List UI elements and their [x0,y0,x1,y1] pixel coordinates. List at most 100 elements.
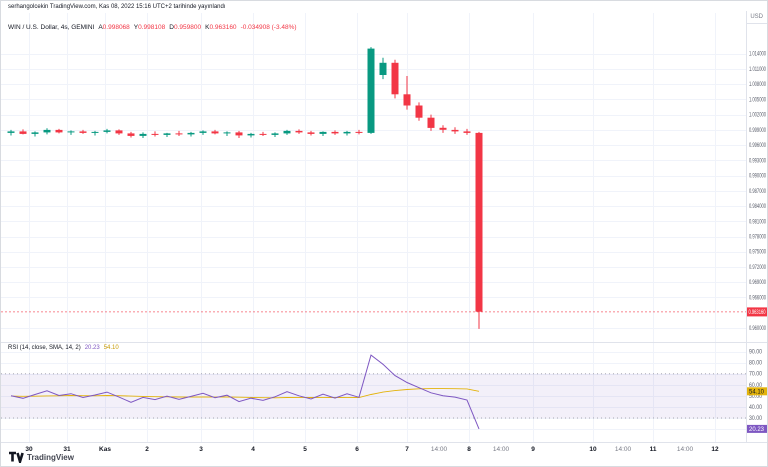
candle-body [283,130,291,134]
candle-body [223,132,231,134]
time-axis-label: 14:00 [677,446,694,453]
candle-body [367,48,375,133]
candle-body [295,130,303,133]
candle-body [175,133,183,135]
candle-body [415,105,423,118]
ohlc-close: K0.963160 [205,24,236,31]
price-axis-label: 0.972000 [749,265,766,271]
price-axis-label: 1.002000 [749,113,766,119]
candle-body [139,133,147,136]
candle-body [391,62,399,95]
price-axis-label: 0.975000 [749,250,766,256]
time-axis-label: 9 [531,446,535,453]
rsi-tag-text: 54.10 [749,389,765,395]
low-label: D [169,24,174,31]
symbol-title[interactable]: WIN / U.S. Dollar, 4s, GEMINI [8,24,95,31]
candle-body [403,94,411,106]
symbol-header: WIN / U.S. Dollar, 4s, GEMINI A0.998068 … [8,24,297,31]
price-axis-label: 0.996000 [749,143,766,149]
candle-body [79,131,87,133]
time-axis-label: 5 [303,446,307,453]
rsi-axis-label: 80.00 [749,361,763,367]
candle-body [211,131,219,134]
close-label: K [205,24,210,31]
price-axis-label: 0.999000 [749,128,766,134]
price-axis-label: 0.960000 [749,326,766,332]
price-axis-label: 0.966000 [749,296,766,302]
rsi-indicator-title[interactable]: RSI (14, close, SMA, 14, 2) [8,345,81,351]
low-value: 0.959800 [173,24,202,31]
rsi-value-tag: 20.23 [747,424,767,433]
time-axis-label: 12 [711,446,719,453]
time-axis-label: 10 [589,446,597,453]
rsi-ma-value: 54.10 [103,345,119,351]
time-axis-label: 6 [355,446,359,453]
price-axis[interactable]: 1.014000 1.011000 1.008000 1.005000 1.002000… [749,52,766,332]
ohlc-high: Y0.998108 [134,24,165,31]
candle-body [463,131,471,133]
candle-body [247,133,255,136]
candle-body [259,133,267,135]
close-value: 0.963160 [209,24,237,31]
rsi-tag-bg [747,424,767,433]
rsi-axis-label: 70.00 [749,372,763,378]
candle-body [307,132,315,134]
high-label: Y [133,24,139,31]
candle-body [67,131,75,133]
pane-chrome [1,11,767,443]
open-label: A [98,24,103,31]
time-axis-label: 2 [145,446,149,453]
price-axis-currency[interactable]: USD [750,14,763,20]
rsi-axis-label: 90.00 [749,350,763,356]
rsi-header: RSI (14, close, SMA, 14, 2) 20.23 54.10 [8,345,119,351]
time-axis-label: 14:00 [493,446,510,453]
price-axis-label: 1.008000 [749,82,766,88]
rsi-value-tag: 54.10 [747,387,767,396]
candlestick-series[interactable] [7,47,483,329]
rsi-axis-label: 40.00 [749,405,763,411]
rsi-line-rsi [10,354,480,430]
time-axis-label: 14:00 [431,446,448,453]
tradingview-logo-text: TradingView [27,452,74,462]
change-value: -0.034908 (-3.48%) [240,24,297,31]
rsi-tag-bg [747,387,767,396]
candle-body [379,62,387,75]
price-axis-label: 1.011000 [749,67,766,73]
candle-body [271,133,279,135]
price-axis-label: 0.981000 [749,219,766,225]
high-value: 0.998108 [138,24,166,31]
time-axis-label: 3 [199,446,203,453]
price-axis-label: 1.014000 [749,52,766,58]
rsi-axis-label: 60.00 [749,383,763,389]
time-axis-label: 11 [650,446,657,453]
candle-body [331,131,339,134]
rsi-axis-label: 50.00 [749,394,763,400]
attribution-text: serhangolcekin TradingView.com, Kas 08, … [8,4,226,10]
candle-body [43,129,51,133]
price-axis-label: 0.969000 [749,280,766,286]
candle-body [91,131,99,133]
candle-body [7,131,15,133]
candle-body [355,131,363,133]
last-price-tag-text: 0.963160 [749,310,766,316]
last-price-tag-bg [747,307,767,317]
candle-body [187,132,195,135]
candle-body [103,130,111,132]
candle-body [31,132,39,134]
price-axis-label: 0.993000 [749,158,766,164]
price-axis-label: 0.990000 [749,174,766,180]
time-axis[interactable]: 30 31 Kas 2 3 4 5 6 7 14:00 8 14:00 9 10 14:00 11 14:00 1… [25,446,719,453]
price-axis-label: 0.978000 [749,235,766,241]
time-axis-label: 30 [25,446,33,453]
time-axis-label: 4 [251,446,255,453]
ohlc-open: A0.998068 [98,24,129,31]
price-axis-label: 0.984000 [749,204,766,210]
tradingview-logo[interactable]: TradingView [8,451,74,463]
candle-body [439,127,447,130]
last-price-tag: 0.963160 [747,307,767,317]
open-value: 0.998068 [102,24,130,31]
time-axis-label: 8 [467,446,471,453]
candle-body [163,133,171,135]
